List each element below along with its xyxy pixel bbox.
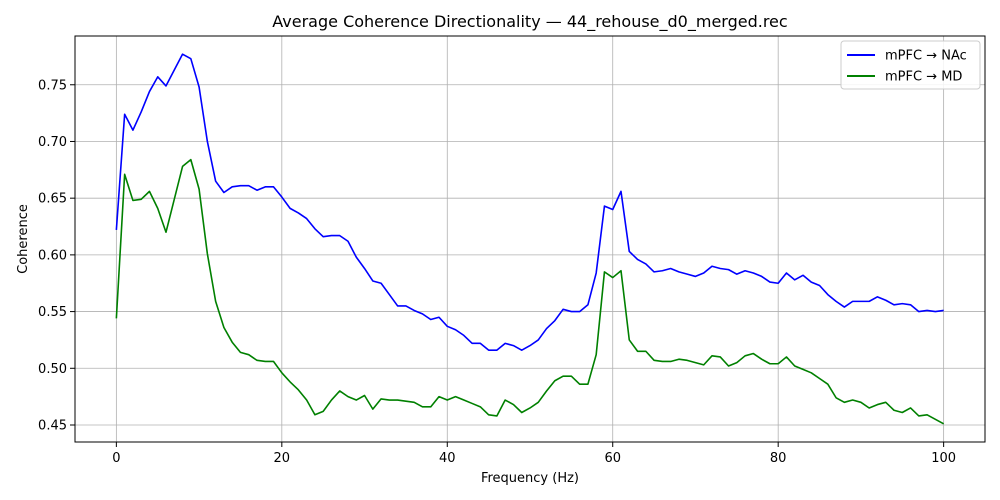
x-tick-label: 60 bbox=[604, 451, 621, 466]
x-tick-label: 40 bbox=[439, 451, 456, 466]
y-axis-label: Coherence bbox=[16, 204, 31, 274]
series-line-0 bbox=[115, 53, 944, 351]
plot-frame bbox=[74, 35, 986, 443]
series-lines bbox=[115, 53, 945, 425]
x-axis-label: Frequency (Hz) bbox=[481, 471, 579, 486]
legend-label-1: mPFC → MD bbox=[885, 70, 962, 85]
legend: mPFC → NAc mPFC → MD bbox=[840, 40, 981, 90]
y-tick-label: 0.70 bbox=[38, 135, 67, 150]
y-tick-label: 0.50 bbox=[38, 362, 67, 377]
y-tick-label: 0.45 bbox=[38, 418, 67, 433]
x-tick-label: 20 bbox=[274, 451, 291, 466]
y-tick-label: 0.65 bbox=[38, 192, 67, 207]
legend-label-0: mPFC → NAc bbox=[885, 49, 967, 64]
y-tick-label: 0.60 bbox=[38, 248, 67, 263]
x-tick-label: 80 bbox=[770, 451, 787, 466]
x-tick-label: 100 bbox=[931, 451, 956, 466]
series-line-1 bbox=[115, 158, 945, 425]
axis-ticks: 0 20 40 60 80 100 0.45 0.50 0.55 0.60 0.65 0.70 0.75 bbox=[38, 78, 956, 466]
y-tick-label: 0.75 bbox=[38, 78, 67, 93]
legend-box bbox=[840, 40, 981, 90]
grid bbox=[75, 36, 985, 442]
y-tick-label: 0.55 bbox=[38, 305, 67, 320]
chart-title: Average Coherence Directionality — 44_re… bbox=[272, 12, 787, 32]
x-tick-label: 0 bbox=[112, 451, 120, 466]
